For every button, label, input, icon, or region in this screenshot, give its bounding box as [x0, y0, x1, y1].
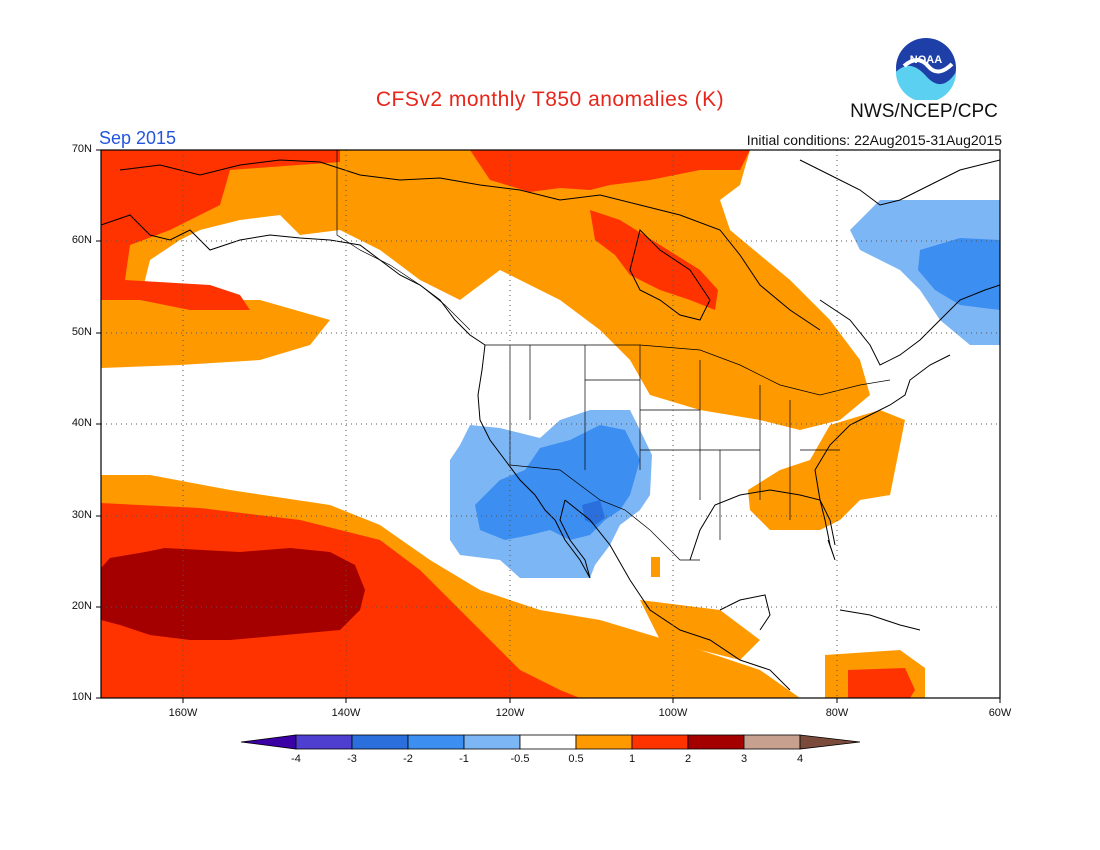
lon-label: 140W	[331, 707, 361, 719]
coastline-west-us	[477, 344, 556, 521]
noaa-logo: NOAA	[896, 38, 956, 100]
agency-label: NWS/NCEP/CPC	[850, 101, 998, 122]
colorbar-min-arrow	[240, 734, 297, 750]
anomaly-region-arctic-red	[470, 150, 750, 192]
colorbar-bin-3	[407, 734, 465, 750]
lat-label: 30N	[71, 509, 92, 521]
border-alaska-canada	[336, 150, 471, 331]
colorbar-label: 0.5	[568, 753, 584, 765]
colorbar-bin-1	[295, 734, 353, 750]
political-borders	[336, 150, 891, 561]
colorbar-label: -2	[403, 753, 413, 765]
colorbar-bin-2	[351, 734, 409, 750]
axis-ticks	[96, 149, 1001, 703]
colorbar-bin-5	[519, 734, 577, 750]
anomaly-region-hawaii-darkred	[101, 548, 365, 640]
colorbar-bin-7	[631, 734, 689, 750]
colorbar	[240, 734, 861, 750]
coastline-hudson-bay	[629, 229, 711, 321]
lon-label: 100W	[658, 707, 688, 719]
colorbar-label: 3	[740, 753, 748, 765]
lat-label: 50N	[71, 326, 92, 338]
lon-label: 120W	[495, 707, 525, 719]
logo-text: NOAA	[910, 54, 942, 66]
chart-title: CFSv2 monthly T850 anomalies (K)	[375, 88, 725, 111]
anomaly-region-north-orange	[101, 150, 870, 430]
anomaly-region-caribbean-red	[848, 668, 915, 698]
colorbar-bin-9	[743, 734, 801, 750]
colorbar-label: -3	[347, 753, 357, 765]
anomaly-region-mexico-orange	[640, 600, 760, 660]
colorbar-label: 4	[796, 753, 804, 765]
colorbar-bin-4	[463, 734, 521, 750]
anomaly-region-hudson-red	[590, 210, 718, 310]
anomaly-region-eastcoast-orange	[748, 410, 905, 530]
colorbar-label: -0.5	[510, 753, 530, 765]
coastline-yucatan	[719, 594, 771, 631]
coastline-labrador	[819, 284, 1000, 366]
lat-label: 70N	[71, 143, 92, 155]
colorbar-label: -4	[291, 753, 301, 765]
initial-conditions: Initial conditions: 22Aug2015-31Aug2015	[746, 132, 1002, 148]
coastline-cuba	[839, 609, 921, 631]
coastlines	[101, 159, 1000, 691]
border-us-canada	[485, 344, 891, 396]
anomaly-region-alaska-red	[101, 150, 340, 310]
coastline-east-us	[814, 354, 951, 501]
coastline-mexico	[564, 499, 791, 691]
colorbar-bin-6	[575, 734, 633, 750]
coastline-greenland	[799, 159, 1000, 206]
lon-label: 160W	[168, 707, 198, 719]
coastline-baja	[554, 499, 591, 579]
coastline-florida	[819, 499, 836, 561]
colorbar-bin-8	[687, 734, 745, 750]
lat-label: 20N	[71, 600, 92, 612]
anomaly-region-small-orange	[651, 557, 660, 577]
lat-label: 40N	[71, 417, 92, 429]
colorbar-label: -1	[459, 753, 469, 765]
lat-label: 60N	[71, 234, 92, 246]
lon-label: 60W	[988, 707, 1012, 719]
forecast-month: Sep 2015	[99, 128, 177, 148]
border-state-grid-1	[529, 345, 761, 540]
colorbar-max-arrow	[799, 734, 861, 750]
lat-label: 10N	[71, 691, 92, 703]
coastline-arctic	[119, 159, 821, 331]
border-us-mexico	[509, 464, 700, 561]
colorbar-label: 1	[628, 753, 636, 765]
lon-label: 80W	[825, 707, 849, 719]
colorbar-label: 2	[684, 753, 692, 765]
coastline-gulf	[689, 489, 836, 561]
